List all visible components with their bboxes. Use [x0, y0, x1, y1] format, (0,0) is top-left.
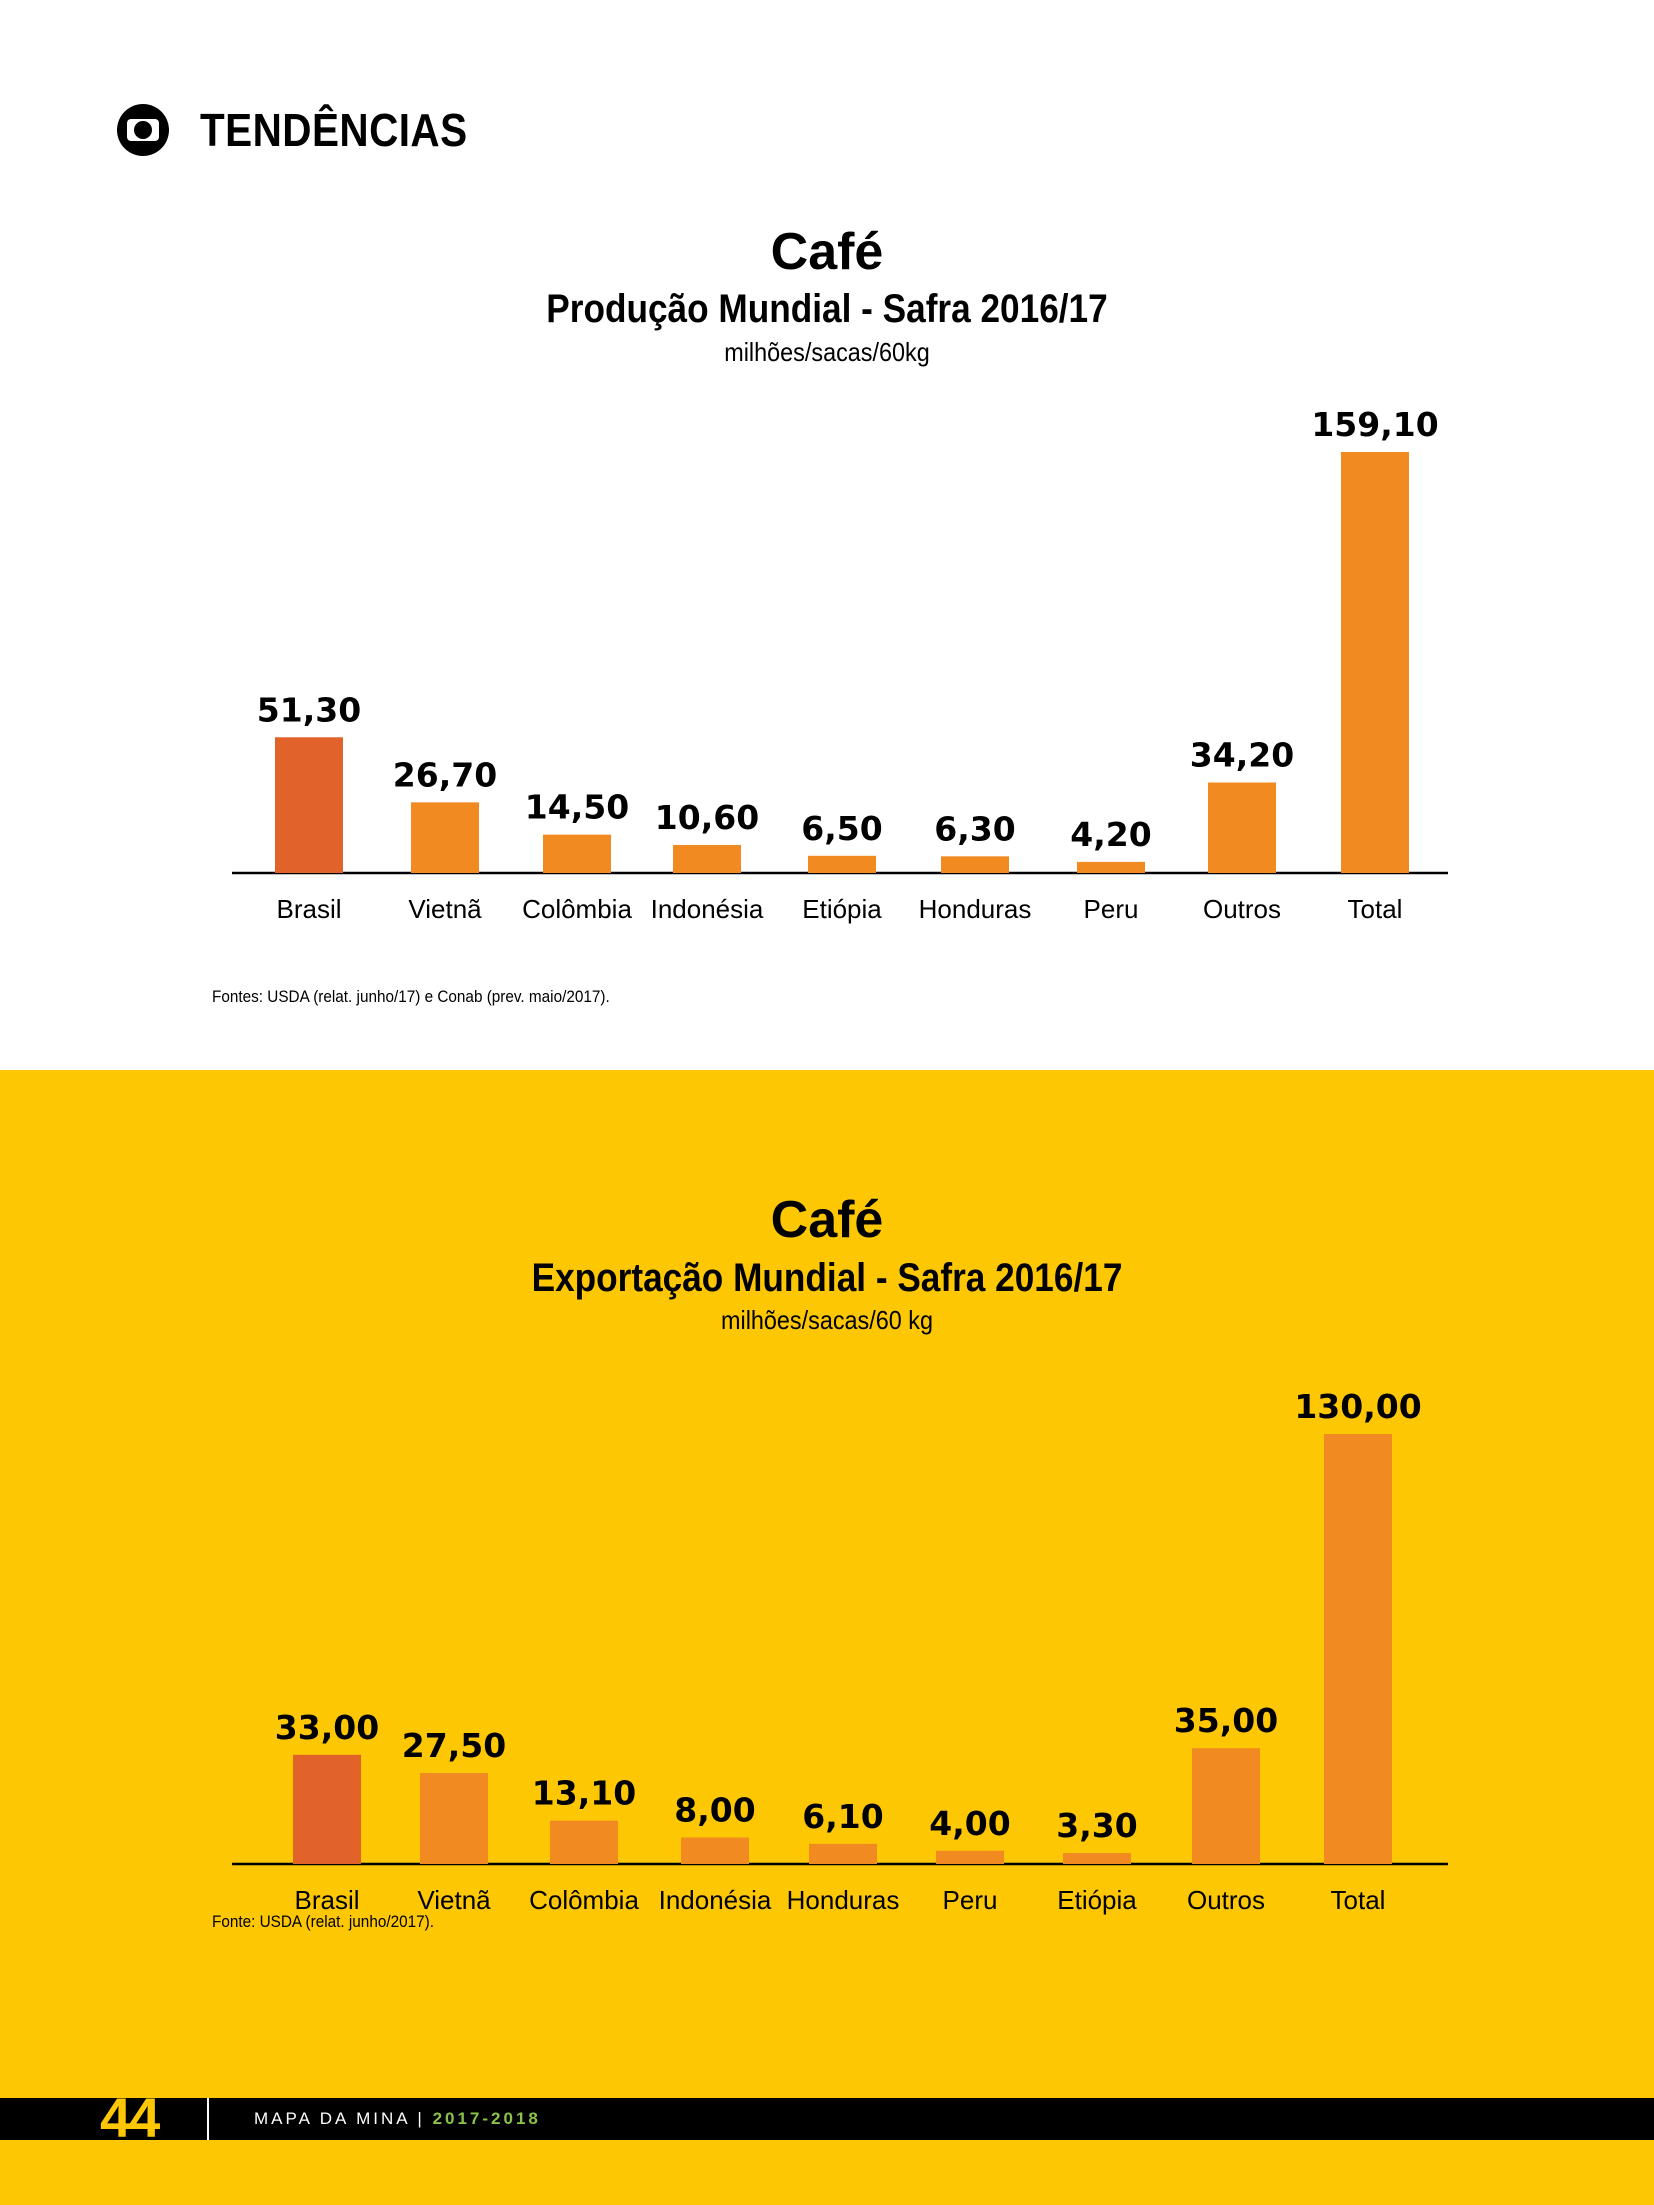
production-category-label-2: Colômbia — [522, 894, 632, 924]
export-bar-3 — [681, 1837, 749, 1864]
export-bar-chart: 33,00 Brasil 27,50 Vietnã 13,10 Colômbia 8,00 I… — [232, 1387, 1448, 1915]
globo-logo-icon — [117, 104, 169, 156]
production-category-label-4: Etiópia — [802, 894, 882, 924]
export-chart-unit: milhões/sacas/60 kg — [720, 1305, 934, 1335]
production-value-label-3: 10,60 — [655, 798, 759, 837]
export-chart-subtitle: Exportação Mundial - Safra 2016/17 — [531, 1256, 1123, 1300]
export-category-label-0: Brasil — [294, 1885, 359, 1915]
production-value-label-8: 159,10 — [1311, 405, 1438, 444]
footer-separator: | — [417, 2109, 425, 2128]
export-chart-block: Café Exportação Mundial - Safra 2016/17 … — [0, 1070, 1654, 2090]
production-category-label-5: Honduras — [919, 894, 1032, 924]
export-value-label-3: 8,00 — [674, 1791, 755, 1830]
production-chart-block: Café Produção Mundial - Safra 2016/17 mi… — [0, 0, 1654, 1070]
production-value-label-7: 34,20 — [1190, 736, 1294, 775]
production-value-label-5: 6,30 — [934, 809, 1015, 848]
production-value-label-0: 51,30 — [257, 690, 361, 729]
production-bar-3 — [673, 844, 741, 873]
export-bar-5 — [936, 1850, 1004, 1864]
section-header: TENDÊNCIAS — [116, 98, 504, 162]
export-value-label-1: 27,50 — [402, 1726, 506, 1765]
production-chart-subtitle: Produção Mundial - Safra 2016/17 — [546, 287, 1108, 331]
footer-publication: MAPA DA MINA | 2017-2018 — [254, 2098, 541, 2140]
export-bar-2 — [550, 1820, 618, 1864]
export-bar-0 — [293, 1754, 361, 1864]
production-bar-1 — [411, 802, 479, 873]
export-value-label-4: 6,10 — [802, 1797, 883, 1836]
export-category-label-3: Indonésia — [659, 1885, 772, 1915]
export-source-note: Fonte: USDA (relat. junho/2017). — [212, 1912, 434, 1931]
export-bar-6 — [1063, 1853, 1131, 1864]
production-category-label-8: Total — [1348, 894, 1403, 924]
export-bar-4 — [809, 1843, 877, 1864]
production-category-label-0: Brasil — [276, 894, 341, 924]
export-bar-1 — [420, 1773, 488, 1864]
production-value-label-1: 26,70 — [393, 755, 497, 794]
production-chart-unit: milhões/sacas/60kg — [724, 337, 930, 367]
export-category-label-8: Total — [1331, 1885, 1386, 1915]
export-category-label-7: Outros — [1187, 1885, 1265, 1915]
export-bar-7 — [1192, 1748, 1260, 1864]
export-chart-title: Café — [770, 1191, 884, 1249]
export-category-label-5: Peru — [943, 1885, 998, 1915]
production-bar-8 — [1341, 452, 1409, 873]
export-category-label-1: Vietnã — [417, 1885, 491, 1915]
export-value-label-6: 3,30 — [1056, 1806, 1137, 1845]
export-value-label-0: 33,00 — [275, 1708, 379, 1747]
export-category-label-6: Etiópia — [1057, 1885, 1137, 1915]
production-value-label-6: 4,20 — [1070, 815, 1151, 854]
production-bar-chart: 51,30 Brasil 26,70 Vietnã 14,50 Colômbia 10,60… — [232, 405, 1448, 924]
section-title: TENDÊNCIAS — [200, 104, 468, 156]
export-category-label-2: Colômbia — [529, 1885, 639, 1915]
export-category-label-4: Honduras — [787, 1885, 900, 1915]
production-chart-title: Café — [770, 223, 884, 281]
production-category-label-3: Indonésia — [651, 894, 764, 924]
production-bar-6 — [1077, 861, 1145, 873]
production-bar-4 — [808, 855, 876, 873]
publication-year: 2017-2018 — [432, 2109, 541, 2128]
footer-divider — [207, 2098, 209, 2140]
production-bar-2 — [543, 834, 611, 873]
page-number: 44 — [100, 2086, 160, 2149]
production-bar-5 — [941, 856, 1009, 873]
production-bar-0 — [275, 737, 343, 873]
footer-bar — [0, 2098, 1654, 2140]
production-category-label-7: Outros — [1203, 894, 1281, 924]
production-value-label-4: 6,50 — [801, 809, 882, 848]
export-value-label-8: 130,00 — [1294, 1387, 1421, 1426]
export-value-label-5: 4,00 — [929, 1804, 1010, 1843]
export-value-label-2: 13,10 — [532, 1774, 636, 1813]
production-category-label-6: Peru — [1084, 894, 1139, 924]
production-value-label-2: 14,50 — [525, 788, 629, 827]
export-bar-8 — [1324, 1434, 1392, 1864]
export-value-label-7: 35,00 — [1174, 1701, 1278, 1740]
publication-name: MAPA DA MINA — [254, 2109, 410, 2128]
production-category-label-1: Vietnã — [408, 894, 482, 924]
production-bar-7 — [1208, 782, 1276, 873]
production-source-note: Fontes: USDA (relat. junho/17) e Conab (… — [212, 987, 610, 1006]
